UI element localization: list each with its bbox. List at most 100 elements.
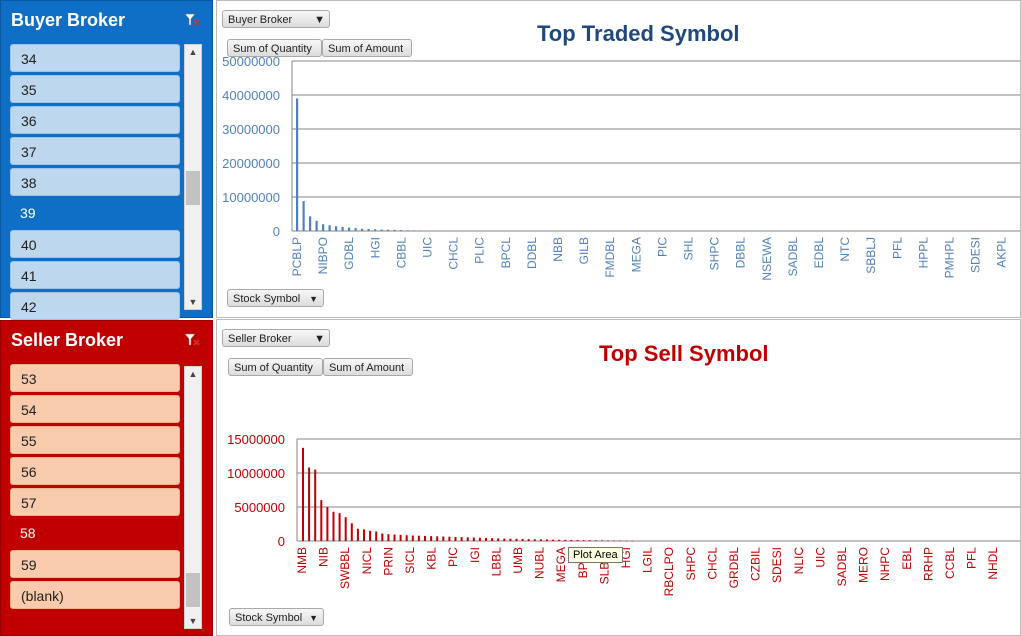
bar[interactable] xyxy=(350,523,353,541)
slicer-item[interactable]: 41 xyxy=(10,261,180,289)
bar[interactable] xyxy=(430,536,433,541)
bar[interactable] xyxy=(546,539,548,541)
bar[interactable] xyxy=(509,538,512,541)
slicer-item[interactable]: 59 xyxy=(10,550,180,578)
slicer-item[interactable]: 55 xyxy=(10,426,180,454)
slicer-item[interactable]: 35 xyxy=(10,75,180,103)
bar[interactable] xyxy=(582,540,585,541)
top-traded-chart[interactable]: Buyer Broker ▼ Sum of Quantity Sum of Am… xyxy=(216,0,1021,318)
bar[interactable] xyxy=(335,226,338,231)
bar[interactable] xyxy=(302,201,305,231)
slicer-item[interactable]: 39 xyxy=(20,205,36,221)
stock-symbol-axis-button[interactable]: Stock Symbol ▼ xyxy=(227,289,324,307)
bar[interactable] xyxy=(521,538,524,541)
bar[interactable] xyxy=(348,227,351,231)
scroll-up-arrow[interactable]: ▲ xyxy=(188,47,198,57)
slicer-item[interactable]: 54 xyxy=(10,395,180,423)
slicer-item[interactable]: 36 xyxy=(10,106,180,134)
bar[interactable] xyxy=(600,540,603,541)
bar[interactable] xyxy=(466,537,469,541)
bar[interactable] xyxy=(405,535,408,541)
stock-symbol-axis-button[interactable]: Stock Symbol ▼ xyxy=(229,608,324,626)
bar[interactable] xyxy=(424,535,426,541)
bar[interactable] xyxy=(374,229,377,231)
bar[interactable] xyxy=(356,528,359,541)
bar[interactable] xyxy=(472,537,475,541)
bar[interactable] xyxy=(393,534,396,541)
bar[interactable] xyxy=(594,540,597,541)
bar[interactable] xyxy=(485,537,487,541)
bar[interactable] xyxy=(460,537,463,541)
seller-broker-filter-button[interactable]: Seller Broker ▼ xyxy=(222,329,330,347)
bar[interactable] xyxy=(361,228,364,231)
scroll-up-arrow[interactable]: ▲ xyxy=(188,369,198,379)
bar[interactable] xyxy=(625,540,628,542)
slicer-item[interactable]: 53 xyxy=(10,364,180,392)
bar[interactable] xyxy=(302,447,304,541)
bar[interactable] xyxy=(369,530,372,541)
scroll-down-arrow[interactable]: ▼ xyxy=(188,297,198,307)
bar[interactable] xyxy=(393,229,396,231)
sum-of-quantity-button[interactable]: Sum of Quantity xyxy=(227,39,322,57)
bar[interactable] xyxy=(497,538,500,541)
bar[interactable] xyxy=(619,540,622,542)
bar[interactable] xyxy=(417,535,420,541)
scroll-thumb[interactable] xyxy=(186,171,200,205)
bar[interactable] xyxy=(411,535,414,541)
bar[interactable] xyxy=(607,540,609,542)
slicer-item[interactable]: 42 xyxy=(10,292,180,320)
bar[interactable] xyxy=(491,538,494,541)
bar[interactable] xyxy=(552,539,555,541)
bar[interactable] xyxy=(332,511,335,541)
bar[interactable] xyxy=(533,539,536,541)
bar[interactable] xyxy=(613,540,616,542)
bar[interactable] xyxy=(406,230,409,231)
bar[interactable] xyxy=(344,517,347,541)
bar[interactable] xyxy=(308,467,311,541)
slicer-item[interactable]: 40 xyxy=(10,230,180,258)
bar[interactable] xyxy=(375,531,378,541)
clear-filter-icon[interactable] xyxy=(184,333,200,347)
bar[interactable] xyxy=(442,536,445,541)
bar[interactable] xyxy=(380,229,383,231)
slicer-item[interactable]: 37 xyxy=(10,137,180,165)
bar[interactable] xyxy=(354,228,357,231)
bar[interactable] xyxy=(515,538,518,541)
scroll-thumb[interactable] xyxy=(186,573,200,607)
bar[interactable] xyxy=(478,537,481,541)
bar[interactable] xyxy=(381,533,384,541)
bar[interactable] xyxy=(570,539,573,541)
bar[interactable] xyxy=(387,229,390,231)
bar[interactable] xyxy=(454,536,457,541)
scroll-down-arrow[interactable]: ▼ xyxy=(188,616,198,626)
slicer-item[interactable]: 56 xyxy=(10,457,180,485)
buyer-broker-filter-button[interactable]: Buyer Broker ▼ xyxy=(222,10,330,28)
bar[interactable] xyxy=(296,98,299,232)
slicer-item[interactable]: 57 xyxy=(10,488,180,516)
clear-filter-icon[interactable] xyxy=(184,13,200,27)
bar[interactable] xyxy=(631,540,634,542)
bar[interactable] xyxy=(558,539,561,541)
slicer-item[interactable]: 58 xyxy=(20,525,36,541)
buyer-slicer-scrollbar[interactable]: ▲ ▼ xyxy=(184,44,202,310)
bar[interactable] xyxy=(576,540,579,541)
bar[interactable] xyxy=(413,230,416,231)
bottom-chart-plot[interactable]: 0 5000000 10000000 15000000 NMB NIB SWBBL NICL P… xyxy=(217,320,1020,636)
sum-of-amount-button[interactable]: Sum of Amount xyxy=(322,39,412,57)
seller-slicer-scrollbar[interactable]: ▲ ▼ xyxy=(184,366,202,629)
sum-of-amount-button[interactable]: Sum of Amount xyxy=(323,358,413,376)
slicer-item[interactable]: (blank) xyxy=(10,581,180,609)
bar[interactable] xyxy=(564,539,567,541)
bar[interactable] xyxy=(326,507,329,541)
bar[interactable] xyxy=(367,228,370,231)
slicer-item[interactable]: 34 xyxy=(10,44,180,72)
bar[interactable] xyxy=(315,220,318,231)
bar[interactable] xyxy=(341,226,344,231)
bar[interactable] xyxy=(363,529,365,541)
top-sell-chart[interactable]: Seller Broker ▼ Sum of Quantity Sum of A… xyxy=(216,319,1021,636)
bar[interactable] xyxy=(322,224,325,231)
bar[interactable] xyxy=(399,534,402,541)
bar[interactable] xyxy=(309,216,312,231)
bar[interactable] xyxy=(314,469,317,541)
bar[interactable] xyxy=(426,230,429,232)
